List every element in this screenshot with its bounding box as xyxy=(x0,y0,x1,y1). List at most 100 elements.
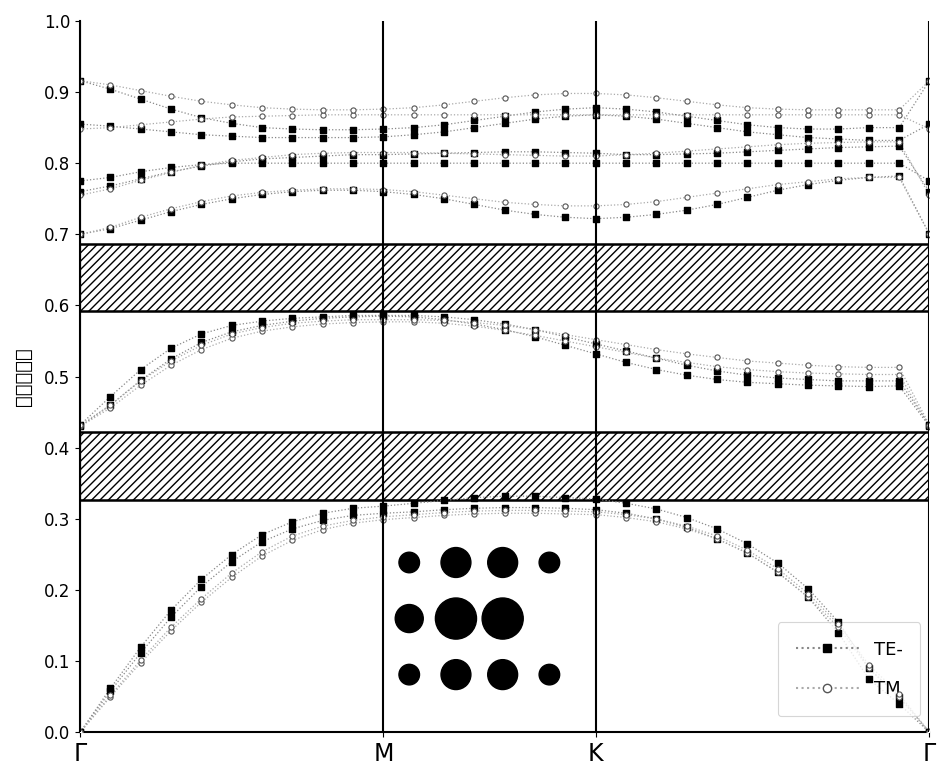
Point xyxy=(436,147,451,159)
Point xyxy=(407,316,422,328)
Point xyxy=(194,159,209,172)
Point xyxy=(679,147,694,160)
Point xyxy=(285,312,300,324)
Point xyxy=(710,198,725,211)
Point xyxy=(527,106,542,119)
Point xyxy=(801,591,816,604)
Point xyxy=(224,328,239,340)
Point xyxy=(346,147,361,159)
Point xyxy=(376,507,391,519)
Point xyxy=(649,208,664,221)
Point xyxy=(255,188,270,200)
Point xyxy=(163,103,179,115)
Point xyxy=(618,89,634,101)
Point xyxy=(72,74,87,87)
Point xyxy=(103,399,118,411)
Point xyxy=(497,108,512,121)
Point xyxy=(710,98,725,111)
Point xyxy=(103,402,118,414)
Point xyxy=(407,101,422,114)
Point xyxy=(436,147,451,159)
Point xyxy=(72,122,87,135)
Point xyxy=(558,491,573,504)
Point xyxy=(679,523,694,535)
Point xyxy=(436,189,451,201)
Point xyxy=(376,511,391,523)
Point xyxy=(466,147,482,159)
Point xyxy=(891,104,906,116)
Point xyxy=(831,618,846,630)
Point xyxy=(588,108,603,121)
Point xyxy=(133,211,148,224)
Point xyxy=(72,726,87,739)
Point xyxy=(133,119,148,131)
Point xyxy=(436,317,451,329)
Point xyxy=(740,101,755,114)
Point xyxy=(710,114,725,126)
Point xyxy=(801,104,816,116)
Point xyxy=(558,147,573,159)
Point xyxy=(133,379,148,392)
Point xyxy=(710,351,725,363)
Point xyxy=(588,493,603,505)
Point xyxy=(831,360,846,373)
Point xyxy=(133,174,148,186)
Point xyxy=(436,98,451,111)
Point xyxy=(376,316,391,328)
Point xyxy=(224,190,239,202)
Point xyxy=(527,324,542,336)
Point xyxy=(922,228,937,240)
Point xyxy=(194,113,209,126)
Point xyxy=(740,146,755,158)
Point xyxy=(163,621,179,633)
Bar xyxy=(80,244,929,311)
Point xyxy=(497,117,512,129)
Point xyxy=(163,165,179,178)
Point xyxy=(497,148,512,161)
Point xyxy=(618,497,634,509)
Point xyxy=(527,490,542,502)
Point xyxy=(407,310,422,323)
Point xyxy=(285,534,300,547)
Point xyxy=(801,179,816,191)
Point xyxy=(133,657,148,669)
Point xyxy=(103,183,118,195)
Point xyxy=(558,502,573,515)
Point xyxy=(497,157,512,169)
Point xyxy=(224,567,239,580)
Point xyxy=(315,312,331,324)
Point xyxy=(194,580,209,593)
Point xyxy=(376,186,391,198)
Point xyxy=(710,187,725,200)
Point xyxy=(679,110,694,122)
Point xyxy=(315,310,331,323)
Point xyxy=(497,110,512,122)
Point xyxy=(801,137,816,150)
Point xyxy=(618,211,634,224)
Point xyxy=(922,420,937,433)
Point xyxy=(315,131,331,144)
Point xyxy=(558,157,573,169)
Point xyxy=(527,108,542,121)
Point xyxy=(103,682,118,694)
Point xyxy=(376,157,391,169)
Point xyxy=(315,507,331,519)
Point xyxy=(72,726,87,739)
Point xyxy=(72,228,87,240)
Point xyxy=(891,140,906,152)
Point xyxy=(558,200,573,212)
Point xyxy=(163,355,179,367)
Point xyxy=(194,158,209,171)
Point xyxy=(862,171,877,183)
Point xyxy=(103,690,118,702)
Point xyxy=(618,198,634,211)
Point xyxy=(831,172,846,185)
Point xyxy=(285,530,300,542)
Point xyxy=(466,95,482,108)
Point xyxy=(710,523,725,535)
Point xyxy=(72,186,87,198)
Point xyxy=(315,147,331,159)
Point xyxy=(194,198,209,211)
Point xyxy=(891,170,906,183)
Point xyxy=(163,205,179,218)
